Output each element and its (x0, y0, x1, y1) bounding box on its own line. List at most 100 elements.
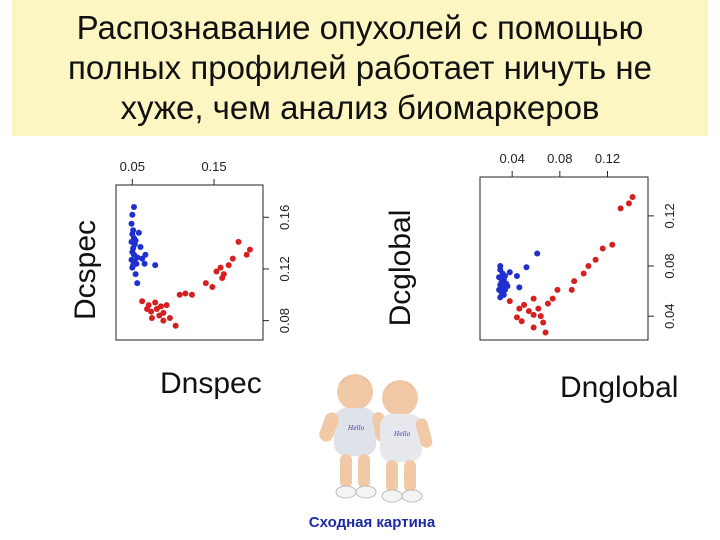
data-point-red (163, 302, 170, 309)
y-tick-label: 0.04 (662, 304, 677, 329)
data-point-red (580, 270, 587, 277)
data-point-red (217, 264, 224, 271)
data-point-red (506, 298, 513, 305)
data-point-red (525, 308, 532, 315)
y-tick-label: 0.12 (277, 256, 292, 281)
photo-caption: Сходная картина (308, 514, 436, 531)
data-point-red (156, 312, 163, 319)
data-point-blue (142, 251, 149, 258)
data-point-blue (152, 262, 159, 269)
x-axis-label: Dnglobal (560, 371, 678, 404)
data-point-red (609, 241, 616, 248)
data-point-red (568, 286, 575, 293)
data-point-red (540, 319, 547, 326)
data-point-red (518, 318, 525, 325)
data-point-red (521, 301, 528, 308)
data-point-red (599, 245, 606, 252)
data-point-red (544, 300, 551, 307)
data-point-red (188, 291, 195, 298)
data-point-red (537, 313, 544, 320)
x-axis-label: Dnspec (160, 367, 262, 400)
data-point-red (148, 315, 155, 322)
data-point-blue (497, 294, 504, 301)
data-point-red (530, 311, 537, 318)
x-tick-label: 0.12 (595, 151, 620, 166)
data-point-blue (128, 220, 135, 227)
data-point-red (617, 205, 624, 212)
y-tick-label: 0.12 (662, 203, 677, 228)
data-point-red (571, 278, 578, 285)
data-point-red (209, 284, 216, 291)
data-point-blue (499, 275, 506, 282)
data-point-blue (504, 283, 511, 290)
data-point-blue (129, 211, 136, 218)
slide-title-line-2: полных профилей работает ничуть не (67, 49, 652, 86)
data-point-blue (132, 237, 139, 244)
slide-title-line-3: хуже, чем анализ биомаркеров (120, 89, 600, 126)
data-point-blue (523, 264, 530, 271)
data-point-blue (130, 203, 137, 210)
svg-text:Hello: Hello (393, 431, 411, 438)
data-point-red (629, 194, 636, 201)
data-point-red (530, 295, 537, 302)
data-point-red (585, 263, 592, 270)
data-point-blue (137, 244, 144, 250)
data-point-red (516, 305, 523, 312)
chart-2: 0.04 0.08 0.12 0.04 0.08 0.12 Dnglobal Dcglobal (384, 151, 678, 404)
plot-frame (479, 176, 649, 341)
data-point-red (213, 268, 220, 275)
data-point-blue (513, 273, 520, 280)
chart-1: 0.05 0.15 0.08 0.12 0.16 Dnspec Dcspec (69, 159, 292, 400)
data-point-red (530, 324, 537, 331)
data-point-red (139, 298, 146, 305)
twins-photo: Hello Hello (319, 374, 433, 503)
data-point-blue (135, 229, 142, 236)
data-point-red (220, 271, 227, 278)
data-point-red (542, 329, 549, 336)
y-axis-label: Dcspec (69, 220, 102, 320)
data-point-red (513, 314, 520, 321)
data-point-blue (132, 271, 139, 278)
data-point-red (554, 286, 561, 293)
data-point-red (152, 299, 159, 306)
data-point-red (235, 238, 242, 245)
data-point-blue (129, 264, 136, 271)
baby-right: Hello (380, 380, 433, 503)
data-point-red (535, 305, 542, 312)
data-point-red (625, 200, 632, 207)
data-point-red (229, 255, 236, 262)
x-tick-label: 0.15 (201, 159, 226, 174)
data-point-red (160, 317, 167, 324)
data-point-red (243, 251, 250, 258)
data-point-red (549, 295, 556, 302)
svg-text:Hello: Hello (347, 425, 365, 432)
x-tick-label: 0.05 (120, 159, 145, 174)
data-point-blue (141, 260, 148, 267)
data-point-red (148, 308, 155, 315)
data-point-red (182, 290, 189, 297)
title-box: Распознавание опухолей с помощью полных … (12, 0, 708, 136)
x-tick-label: 0.04 (500, 151, 525, 166)
data-point-blue (134, 280, 141, 287)
data-point-blue (534, 250, 541, 257)
data-point-red (592, 256, 599, 263)
slide-title-line-1: Распознавание опухолей с помощью (76, 9, 644, 46)
data-point-red (202, 280, 209, 287)
x-tick-label: 0.08 (547, 151, 572, 166)
y-tick-label: 0.08 (662, 253, 677, 278)
y-tick-label: 0.08 (277, 308, 292, 333)
baby-left: Hello (319, 374, 388, 499)
data-point-red (172, 322, 179, 329)
plot-frame (115, 184, 264, 341)
data-point-red (246, 246, 253, 253)
data-point-blue (506, 269, 513, 276)
data-point-red (176, 291, 183, 298)
y-axis-label: Dcglobal (384, 210, 417, 327)
data-point-blue (133, 260, 140, 267)
y-tick-label: 0.16 (277, 205, 292, 230)
data-point-red (166, 315, 173, 322)
data-point-red (225, 262, 232, 269)
data-point-red (157, 303, 164, 310)
data-point-blue (516, 284, 523, 291)
